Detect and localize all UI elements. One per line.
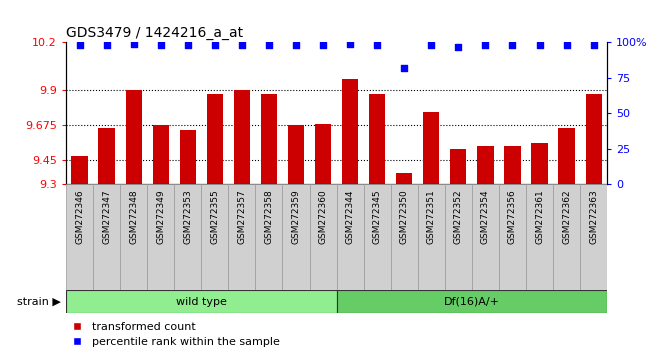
Point	[561, 42, 572, 48]
Bar	[93, 184, 120, 290]
Bar	[201, 184, 228, 290]
Point	[318, 42, 329, 48]
Bar	[364, 184, 391, 290]
Text: GDS3479 / 1424216_a_at: GDS3479 / 1424216_a_at	[66, 26, 243, 40]
Bar	[152, 125, 169, 184]
Bar	[180, 130, 196, 184]
Bar	[261, 93, 277, 184]
Text: GSM272347: GSM272347	[102, 189, 111, 244]
Text: GSM272354: GSM272354	[481, 189, 490, 244]
Bar	[396, 173, 412, 184]
Text: Df(16)A/+: Df(16)A/+	[444, 297, 500, 307]
Text: GSM272363: GSM272363	[589, 189, 598, 244]
Bar	[585, 93, 602, 184]
Text: strain ▶: strain ▶	[17, 297, 61, 307]
Point	[290, 42, 301, 48]
Text: GSM272355: GSM272355	[211, 189, 219, 244]
Bar	[423, 112, 440, 184]
Point	[372, 42, 383, 48]
Bar	[580, 184, 607, 290]
Bar	[234, 90, 250, 184]
Bar	[66, 290, 337, 313]
Bar	[310, 184, 337, 290]
Point	[102, 42, 112, 48]
Text: GSM272346: GSM272346	[75, 189, 84, 244]
Bar	[337, 184, 364, 290]
Point	[426, 42, 437, 48]
Text: GSM272360: GSM272360	[319, 189, 327, 244]
Bar	[174, 184, 201, 290]
Point	[264, 42, 275, 48]
Text: GSM272344: GSM272344	[346, 189, 354, 244]
Text: GSM272357: GSM272357	[238, 189, 246, 244]
Point	[210, 42, 220, 48]
Legend: transformed count, percentile rank within the sample: transformed count, percentile rank withi…	[71, 322, 279, 347]
Bar	[337, 290, 607, 313]
Text: GSM272361: GSM272361	[535, 189, 544, 244]
Bar	[66, 184, 93, 290]
Text: GSM272356: GSM272356	[508, 189, 517, 244]
Bar	[71, 156, 88, 184]
Bar	[418, 184, 445, 290]
Bar	[125, 90, 142, 184]
Point	[589, 42, 599, 48]
Point	[237, 42, 248, 48]
Point	[345, 41, 355, 47]
Bar	[472, 184, 499, 290]
Bar	[315, 124, 331, 184]
Text: GSM272350: GSM272350	[400, 189, 409, 244]
Bar	[445, 184, 472, 290]
Bar	[499, 184, 526, 290]
Text: GSM272349: GSM272349	[156, 189, 165, 244]
Bar	[207, 93, 223, 184]
Text: GSM272362: GSM272362	[562, 189, 571, 244]
Bar	[526, 184, 553, 290]
Bar	[282, 184, 310, 290]
Bar	[98, 128, 115, 184]
Point	[128, 41, 139, 47]
Point	[507, 42, 517, 48]
Bar	[553, 184, 580, 290]
Point	[453, 44, 463, 50]
Bar	[342, 79, 358, 184]
Bar	[504, 145, 521, 184]
Bar	[228, 184, 255, 290]
Bar	[147, 184, 174, 290]
Bar	[558, 128, 575, 184]
Text: GSM272345: GSM272345	[373, 189, 381, 244]
Text: wild type: wild type	[176, 297, 227, 307]
Bar	[477, 145, 494, 184]
Bar	[120, 184, 147, 290]
Text: GSM272358: GSM272358	[265, 189, 273, 244]
Text: GSM272353: GSM272353	[183, 189, 192, 244]
Text: GSM272348: GSM272348	[129, 189, 138, 244]
Bar	[255, 184, 282, 290]
Bar	[450, 149, 467, 184]
Point	[74, 42, 84, 48]
Bar	[531, 143, 548, 184]
Point	[535, 42, 545, 48]
Point	[182, 42, 193, 48]
Bar	[288, 125, 304, 184]
Text: GSM272352: GSM272352	[454, 189, 463, 244]
Bar	[391, 184, 418, 290]
Text: GSM272359: GSM272359	[292, 189, 300, 244]
Point	[480, 42, 491, 48]
Point	[399, 65, 409, 71]
Text: GSM272351: GSM272351	[427, 189, 436, 244]
Bar	[369, 93, 385, 184]
Point	[156, 42, 166, 48]
